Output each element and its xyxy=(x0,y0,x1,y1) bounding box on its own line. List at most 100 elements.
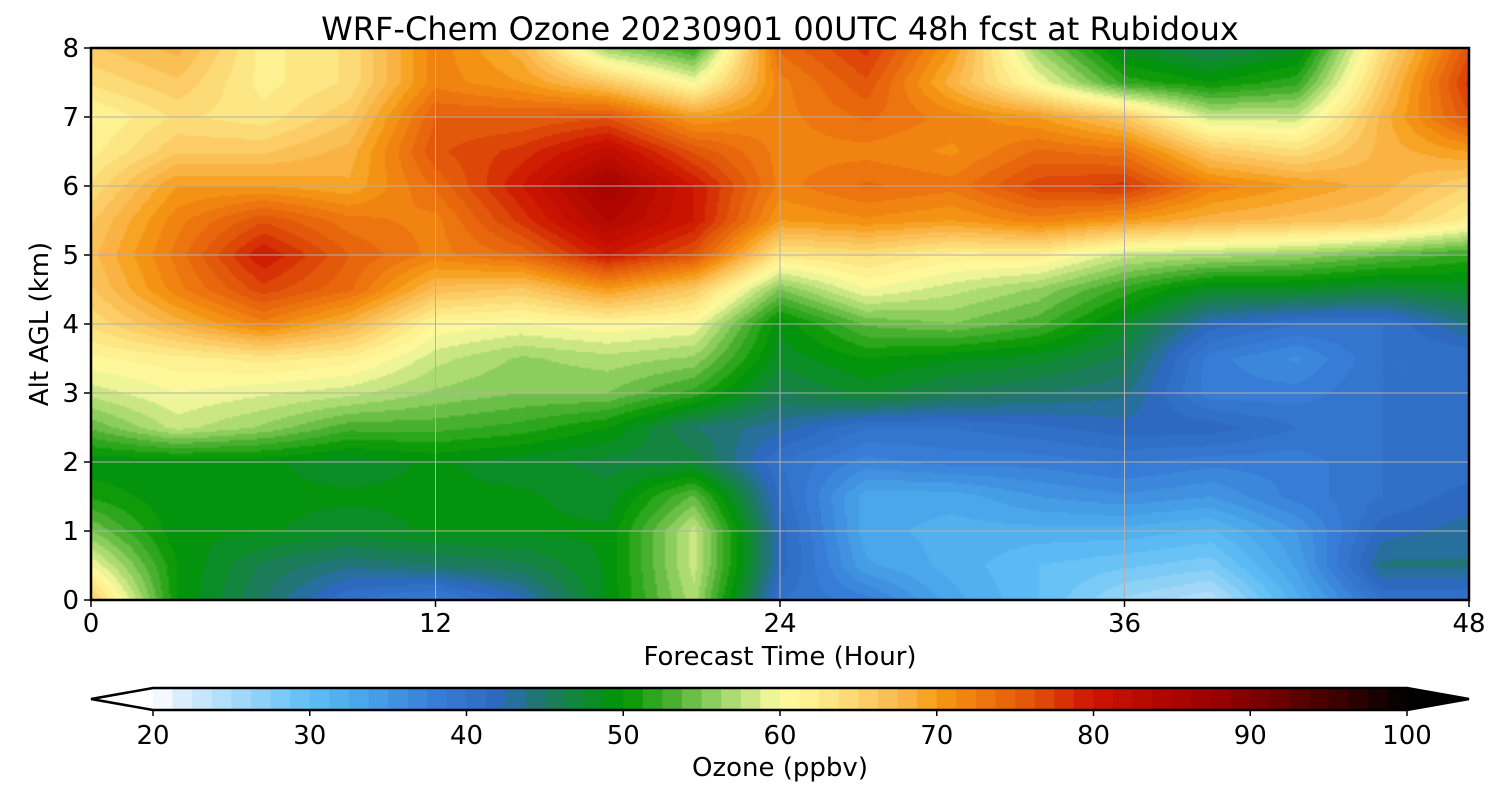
colorbar-block xyxy=(1387,688,1408,710)
colorbar-label: Ozone (ppbv) xyxy=(692,753,868,783)
y-tick-label: 6 xyxy=(62,172,79,202)
colorbar-block xyxy=(172,688,193,710)
colorbar-block xyxy=(525,688,546,710)
colorbar-block xyxy=(956,688,977,710)
y-axis-ticks: 0 1 2 3 4 5 6 7 8 xyxy=(62,34,91,616)
colorbar-block xyxy=(1034,688,1055,710)
colorbar-tick-label: 30 xyxy=(293,721,326,751)
colorbar-block xyxy=(838,688,859,710)
colorbar-block xyxy=(1073,688,1095,710)
colorbar-tick-label: 50 xyxy=(607,721,640,751)
colorbar-block xyxy=(897,688,918,710)
x-axis-label: Forecast Time (Hour) xyxy=(643,642,916,672)
colorbar-block xyxy=(936,688,957,710)
colorbar-tick-label: 80 xyxy=(1077,721,1110,751)
colorbar-block xyxy=(250,688,272,710)
colorbar-tick-label: 40 xyxy=(450,721,483,751)
colorbar-ticks: 20 30 40 50 60 70 80 90 100 xyxy=(136,710,1432,751)
y-tick-label: 4 xyxy=(62,310,79,340)
colorbar-block xyxy=(603,688,624,710)
colorbar-block xyxy=(1113,688,1134,710)
colorbar-tick-label: 60 xyxy=(763,721,796,751)
colorbar-block xyxy=(505,688,526,710)
colorbar-block xyxy=(368,688,389,710)
colorbar-block xyxy=(544,688,566,710)
colorbar-block xyxy=(1152,688,1173,710)
colorbar-block xyxy=(1309,688,1330,710)
x-axis-ticks: 0 12 24 36 48 xyxy=(83,600,1486,639)
colorbar-block xyxy=(819,688,840,710)
colorbar-block xyxy=(1171,688,1193,710)
colorbar-tick-label: 20 xyxy=(136,721,169,751)
colorbar-block xyxy=(388,688,409,710)
colorbar-block xyxy=(721,688,742,710)
y-tick-label: 8 xyxy=(62,34,79,64)
colorbar-block xyxy=(584,688,605,710)
colorbar-block xyxy=(740,688,762,710)
colorbar-low-extension xyxy=(91,688,153,710)
colorbar-block xyxy=(682,688,703,710)
y-tick-label: 1 xyxy=(62,517,79,547)
colorbar-block xyxy=(1191,688,1212,710)
colorbar-color-blocks xyxy=(153,688,1408,710)
colorbar-block xyxy=(662,688,683,710)
chart-title: WRF-Chem Ozone 20230901 00UTC 48h fcst a… xyxy=(321,10,1239,48)
colorbar-block xyxy=(1211,688,1232,710)
y-tick-label: 2 xyxy=(62,448,79,478)
x-tick-label: 48 xyxy=(1452,609,1485,639)
colorbar-block xyxy=(348,688,370,710)
colorbar-block xyxy=(309,688,330,710)
colorbar-block xyxy=(407,688,428,710)
colorbar-block xyxy=(760,688,781,710)
colorbar-block xyxy=(799,688,820,710)
y-tick-label: 0 xyxy=(62,586,79,616)
colorbar-tick-label: 90 xyxy=(1234,721,1267,751)
colorbar-block xyxy=(329,688,350,710)
y-tick-label: 5 xyxy=(62,241,79,271)
colorbar-block xyxy=(877,688,899,710)
colorbar-block xyxy=(780,688,801,710)
colorbar-block xyxy=(995,688,1016,710)
colorbar-block xyxy=(231,688,252,710)
colorbar-block xyxy=(1269,688,1291,710)
colorbar-block xyxy=(1289,688,1310,710)
colorbar-block xyxy=(270,688,291,710)
colorbar-block xyxy=(1348,688,1369,710)
colorbar-block xyxy=(211,688,232,710)
colorbar-block xyxy=(623,688,644,710)
colorbar-block xyxy=(975,688,997,710)
colorbar-block xyxy=(1367,688,1389,710)
colorbar-tick-label: 70 xyxy=(920,721,953,751)
x-tick-label: 24 xyxy=(763,609,796,639)
y-axis-label: Alt AGL (km) xyxy=(25,242,55,406)
colorbar-block xyxy=(446,688,468,710)
colorbar-block xyxy=(486,688,507,710)
colorbar-block xyxy=(917,688,938,710)
colorbar-block xyxy=(858,688,879,710)
colorbar-block xyxy=(564,688,585,710)
colorbar-block xyxy=(1093,688,1114,710)
colorbar-block xyxy=(642,688,664,710)
colorbar-block xyxy=(1015,688,1036,710)
colorbar-block xyxy=(1250,688,1271,710)
colorbar-block xyxy=(153,688,174,710)
x-tick-label: 0 xyxy=(83,609,100,639)
colorbar-block xyxy=(427,688,448,710)
colorbar-tick-label: 100 xyxy=(1382,721,1432,751)
x-tick-label: 12 xyxy=(419,609,452,639)
y-tick-label: 3 xyxy=(62,379,79,409)
colorbar-block xyxy=(290,688,311,710)
colorbar-block xyxy=(1230,688,1251,710)
colorbar-block xyxy=(701,688,722,710)
colorbar-block xyxy=(466,688,487,710)
y-tick-label: 7 xyxy=(62,103,79,133)
colorbar-block xyxy=(1132,688,1153,710)
colorbar-high-extension xyxy=(1407,688,1469,710)
colorbar: 20 30 40 50 60 70 80 90 100 Ozone (ppbv) xyxy=(90,686,1470,783)
colorbar-block xyxy=(1054,688,1075,710)
x-tick-label: 36 xyxy=(1108,609,1141,639)
colorbar-block xyxy=(1328,688,1349,710)
colorbar-block xyxy=(192,688,213,710)
